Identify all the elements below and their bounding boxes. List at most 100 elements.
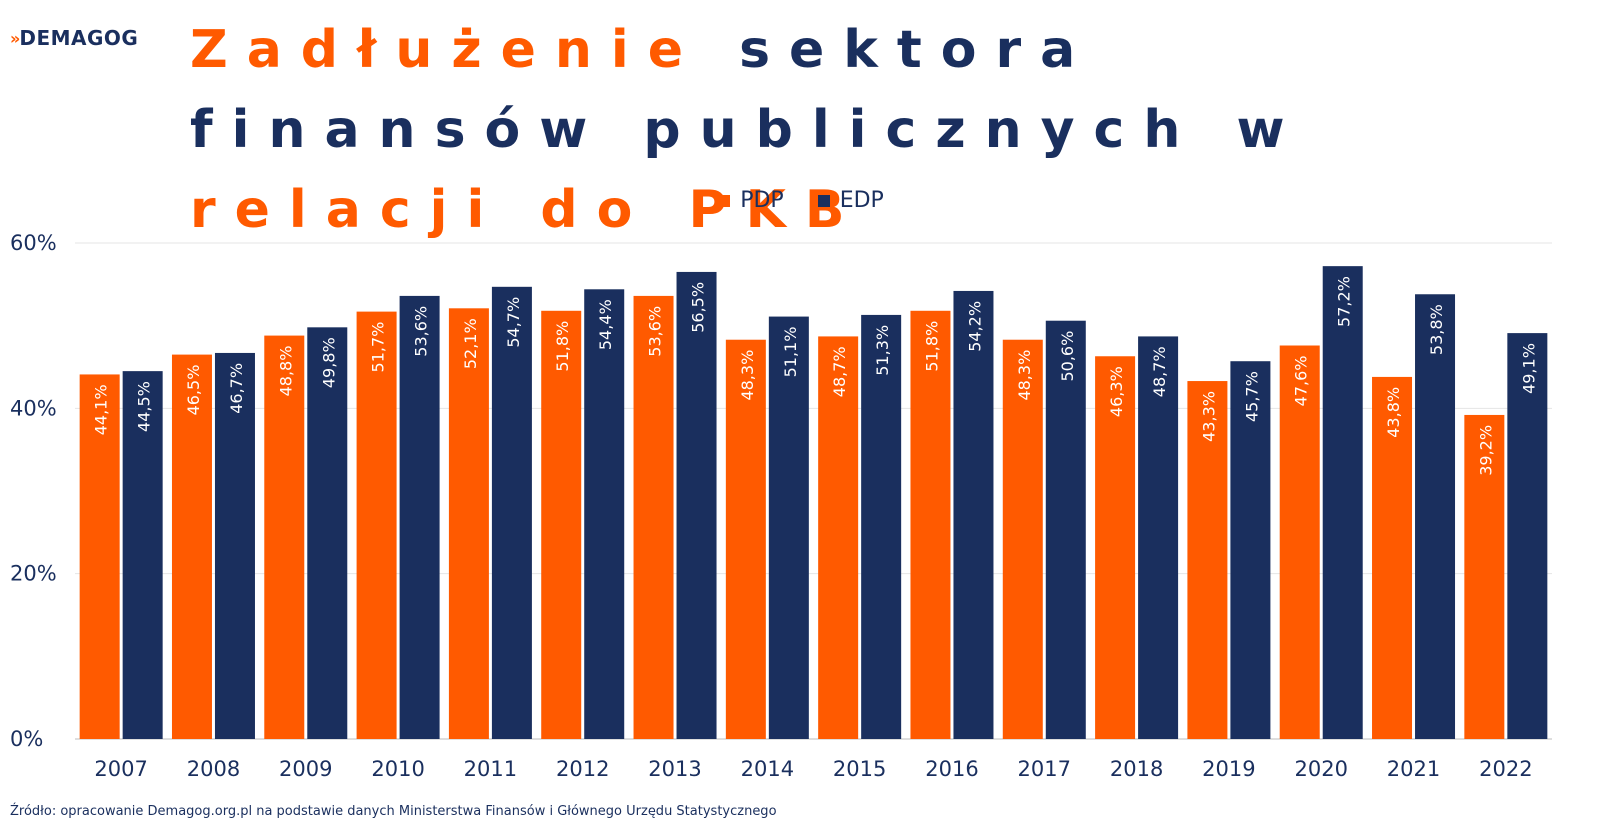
x-tick-label: 2022 xyxy=(1479,757,1532,781)
bar xyxy=(79,374,120,739)
bar xyxy=(1322,266,1363,739)
bar xyxy=(633,295,674,739)
x-tick-label: 2009 xyxy=(279,757,332,781)
data-label: 51,3% xyxy=(873,325,892,376)
bar xyxy=(1138,336,1179,739)
bar-chart: 0% 20% 40% 60% 44,1% 44,5% 2007 46,5% 46,7% 2008 4… xyxy=(10,231,1552,781)
bar xyxy=(399,295,440,739)
bar xyxy=(1045,320,1086,739)
x-tick-label: 2019 xyxy=(1202,757,1255,781)
data-label: 48,8% xyxy=(276,346,295,397)
data-label: 57,2% xyxy=(1335,276,1354,327)
data-label: 43,8% xyxy=(1384,387,1403,438)
data-label: 43,3% xyxy=(1199,391,1218,442)
data-label: 45,7% xyxy=(1242,371,1261,422)
data-label: 51,7% xyxy=(369,322,388,373)
legend-swatch-pdp xyxy=(718,194,731,207)
bar xyxy=(307,327,348,739)
bar xyxy=(861,314,902,739)
bar xyxy=(676,271,717,739)
demagog-logo: » DEMAGOG xyxy=(10,26,138,50)
y-tick-label: 20% xyxy=(10,562,57,586)
x-tick-label: 2013 xyxy=(648,757,701,781)
data-label: 48,7% xyxy=(1150,346,1169,397)
y-tick-label: 0% xyxy=(10,727,43,751)
legend-item-edp: EDP xyxy=(817,188,884,213)
bar xyxy=(1279,345,1320,739)
bar xyxy=(768,316,809,739)
data-label: 56,5% xyxy=(689,282,708,333)
x-tick-label: 2017 xyxy=(1018,757,1071,781)
data-label: 47,6% xyxy=(1292,356,1311,407)
bar xyxy=(264,335,305,739)
bar xyxy=(1002,339,1043,739)
data-label: 54,2% xyxy=(965,301,984,352)
title-highlight-2: relacji do PKB xyxy=(190,180,864,240)
data-label: 44,5% xyxy=(135,381,154,432)
bar xyxy=(491,286,532,739)
bar xyxy=(1230,361,1271,739)
x-tick-label: 2012 xyxy=(556,757,609,781)
x-tick-label: 2014 xyxy=(741,757,794,781)
data-label: 53,6% xyxy=(646,306,665,357)
bar xyxy=(214,352,255,739)
logo-text: DEMAGOG xyxy=(19,26,139,50)
legend-label-pdp: PDP xyxy=(740,188,784,213)
x-tick-label: 2015 xyxy=(833,757,886,781)
title-middle: sektora finansów publicznych w xyxy=(190,20,1304,160)
data-label: 54,7% xyxy=(504,297,523,348)
data-label: 50,6% xyxy=(1058,331,1077,382)
bar xyxy=(725,339,766,739)
data-label: 48,7% xyxy=(830,346,849,397)
data-label: 39,2% xyxy=(1476,425,1495,476)
bar xyxy=(1464,414,1505,739)
bar xyxy=(1095,356,1136,739)
data-label: 48,3% xyxy=(738,350,757,401)
title-highlight-1: Zadłużenie xyxy=(190,20,702,80)
x-tick-label: 2021 xyxy=(1387,757,1440,781)
legend: PDP EDP xyxy=(0,188,1602,213)
x-tick-label: 2011 xyxy=(464,757,517,781)
x-tick-label: 2007 xyxy=(94,757,147,781)
data-label: 53,8% xyxy=(1427,304,1446,355)
bar xyxy=(1372,376,1413,739)
x-tick-label: 2020 xyxy=(1294,757,1347,781)
bar xyxy=(1415,294,1456,739)
bar xyxy=(584,289,625,739)
legend-item-pdp: PDP xyxy=(718,188,784,213)
data-label: 48,3% xyxy=(1015,350,1034,401)
x-tick-label: 2018 xyxy=(1110,757,1163,781)
y-tick-label: 40% xyxy=(10,396,57,420)
data-label: 46,5% xyxy=(184,365,203,416)
x-tick-label: 2008 xyxy=(187,757,240,781)
data-label: 51,1% xyxy=(781,327,800,378)
data-label: 51,8% xyxy=(553,321,572,372)
bar xyxy=(1187,381,1228,739)
data-label: 52,1% xyxy=(461,318,480,369)
legend-swatch-edp xyxy=(817,194,830,207)
data-label: 49,1% xyxy=(1519,343,1538,394)
data-label: 49,8% xyxy=(319,337,338,388)
bar xyxy=(910,310,951,739)
bar xyxy=(818,336,859,739)
data-label: 44,1% xyxy=(92,384,111,435)
data-label: 46,3% xyxy=(1107,366,1126,417)
bar xyxy=(448,308,489,739)
data-label: 46,7% xyxy=(227,363,246,414)
bar xyxy=(122,371,163,739)
x-tick-label: 2010 xyxy=(371,757,424,781)
bar xyxy=(953,290,994,739)
y-tick-label: 60% xyxy=(10,231,57,255)
bar xyxy=(356,311,397,739)
data-label: 51,8% xyxy=(922,321,941,372)
data-label: 54,4% xyxy=(596,299,615,350)
bar xyxy=(171,354,212,739)
signal-icon: » xyxy=(10,28,20,48)
x-tick-label: 2016 xyxy=(925,757,978,781)
data-label: 53,6% xyxy=(412,306,431,357)
bar xyxy=(541,310,582,739)
source-note: Źródło: opracowanie Demagog.org.pl na po… xyxy=(10,804,777,819)
legend-label-edp: EDP xyxy=(839,188,884,213)
bar xyxy=(1507,333,1548,739)
chart-title: Zadłużenie sektora finansów publicznych … xyxy=(190,10,1430,250)
